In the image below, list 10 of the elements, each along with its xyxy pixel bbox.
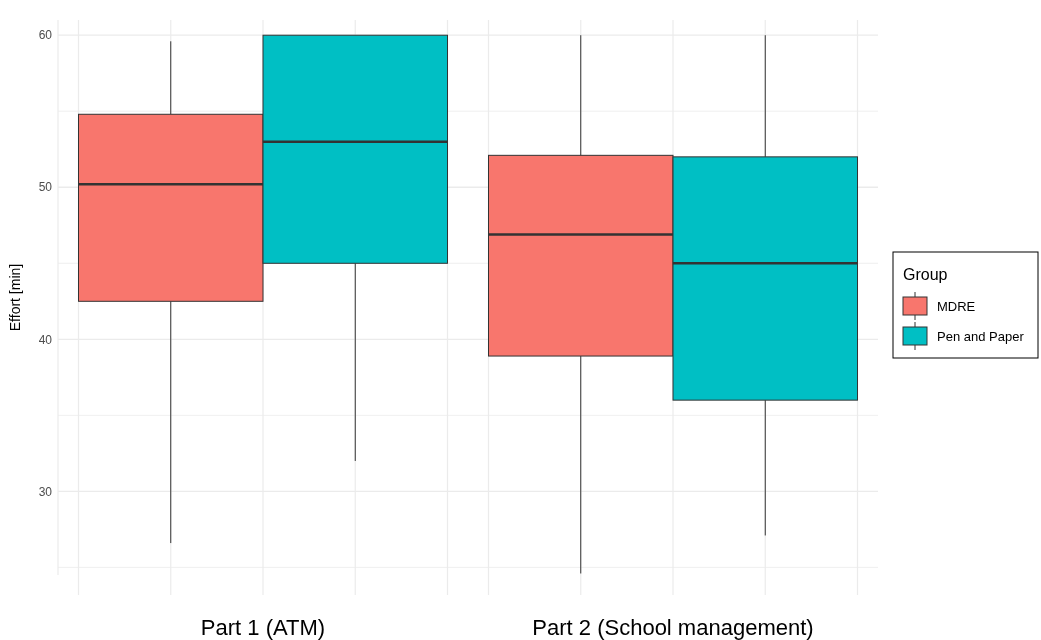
legend-label: MDRE — [937, 298, 976, 314]
x-tick-label: Part 1 (ATM) — [200, 615, 326, 640]
y-tick-label: 30 — [38, 484, 53, 499]
y-tick-label: 40 — [38, 332, 53, 347]
legend-title: Group — [903, 266, 948, 283]
legend-label: Pen and Paper — [937, 328, 1025, 344]
y-tick-label: 60 — [38, 28, 53, 43]
y-tick-label: 50 — [38, 180, 53, 195]
y-axis-title: Effort [min] — [7, 263, 23, 332]
x-tick-label: Part 2 (School management) — [532, 615, 814, 640]
